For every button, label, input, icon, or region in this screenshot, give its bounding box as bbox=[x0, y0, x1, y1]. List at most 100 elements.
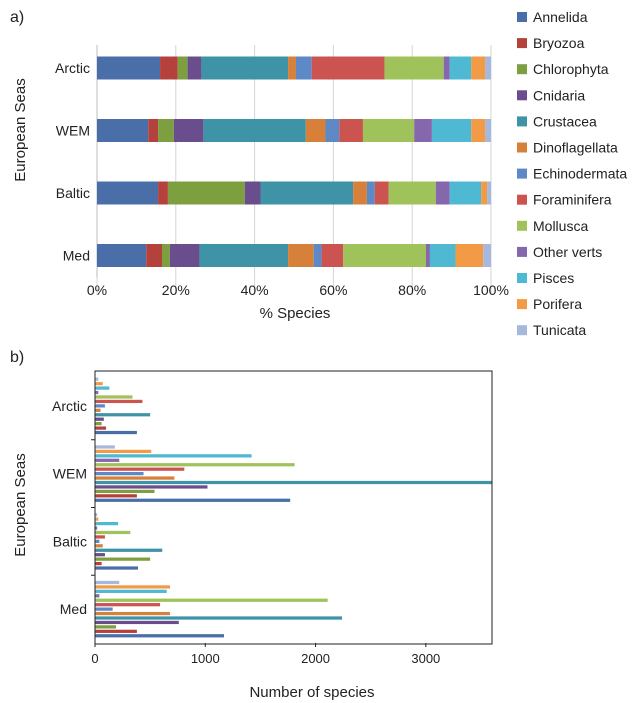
panel-a-x-tick-label: 20% bbox=[162, 282, 190, 298]
panel-a-bar-baltic-echinodermata bbox=[366, 181, 375, 205]
panel-b-x-tick-label: 2000 bbox=[301, 651, 330, 666]
panel-a-bar-wem-chlorophyta bbox=[158, 119, 174, 142]
panel-b-bar-med-bryozoa bbox=[95, 629, 137, 633]
panel-a-bar-arctic-bryozoa bbox=[160, 56, 178, 80]
panel-a-bar-med-chlorophyta bbox=[162, 244, 170, 267]
legend-label-other-verts: Other verts bbox=[533, 244, 602, 260]
panel-b-y-axis-title: European Seas bbox=[12, 453, 29, 556]
panel-b-bar-baltic-bryozoa bbox=[95, 561, 102, 566]
panel-a-bar-med-echinodermata bbox=[313, 244, 322, 267]
panel-a-bar-med-porifera bbox=[455, 244, 484, 267]
panel-a-category-label: Baltic bbox=[56, 185, 90, 201]
panel-a-bar-wem-foraminifera bbox=[339, 119, 363, 142]
panel-b-bar-baltic-mollusca bbox=[95, 530, 131, 535]
panel-a-bar-baltic-other-verts bbox=[435, 181, 450, 205]
panel-b-bar-wem-annelida bbox=[95, 498, 291, 502]
panel-b-bar-med-dinoflagellata bbox=[95, 611, 170, 616]
panel-b-bar-arctic-porifera bbox=[95, 382, 103, 386]
panel-b-bar-baltic-other-verts bbox=[95, 526, 98, 530]
legend-swatch-tunicata bbox=[517, 325, 527, 336]
panel-b-bar-wem-echinodermata bbox=[95, 472, 144, 476]
legend-label-chlorophyta: Chlorophyta bbox=[533, 61, 609, 77]
panel-a-bar-wem-dinoflagellata bbox=[305, 119, 326, 142]
panel-b-category-label: Baltic bbox=[53, 533, 87, 549]
legend-label-annelida: Annelida bbox=[533, 9, 588, 25]
legend-label-foraminifera: Foraminifera bbox=[533, 192, 612, 208]
panel-a-x-tick-label: 100% bbox=[473, 282, 509, 298]
panel-b: b) European Seas Number of species 0 1000… bbox=[10, 349, 493, 701]
panel-a-bar-baltic-chlorophyta bbox=[167, 181, 245, 205]
panel-b-category-label: Med bbox=[60, 601, 87, 617]
panel-a-x-tick-label: 80% bbox=[398, 282, 426, 298]
panel-b-bar-wem-other-verts bbox=[95, 458, 120, 462]
panel-a-bar-arctic-porifera bbox=[471, 56, 486, 80]
panel-a-category-label: Med bbox=[63, 248, 90, 264]
panel-a-bar-wem-tunicata bbox=[485, 119, 491, 142]
panel-b-categories: Arctic WEM Baltic Med bbox=[52, 398, 95, 617]
panel-a-bar-baltic-bryozoa bbox=[158, 181, 168, 205]
panel-b-bar-wem-mollusca bbox=[95, 463, 295, 467]
panel-a-bar-med-bryozoa bbox=[146, 244, 163, 267]
panel-a-bar-arctic-tunicata bbox=[485, 56, 491, 80]
panel-a-bar-wem-mollusca bbox=[362, 119, 415, 142]
panel-a-x-tick-label: 0% bbox=[87, 282, 107, 298]
panel-a-bar-wem-echinodermata bbox=[325, 119, 340, 142]
panel-b-bar-baltic-foraminifera bbox=[95, 535, 105, 539]
panel-a-bar-arctic-cnidaria bbox=[187, 56, 202, 80]
panel-a-bar-wem-annelida bbox=[97, 119, 149, 142]
panel-a-bar-baltic-mollusca bbox=[388, 181, 436, 205]
legend-label-crustacea: Crustacea bbox=[533, 113, 597, 129]
panel-b-bar-wem-dinoflagellata bbox=[95, 476, 175, 480]
panel-b-x-tick-label: 0 bbox=[91, 651, 98, 666]
panel-a-bar-wem-bryozoa bbox=[148, 119, 159, 142]
panel-b-bar-arctic-dinoflagellata bbox=[95, 408, 101, 412]
panel-a-x-ticks: 0% 20% 40% 60% 80% 100% bbox=[87, 282, 509, 298]
panel-a-categories: Arctic WEM Baltic Med bbox=[55, 60, 90, 264]
panel-b-bar-wem-porifera bbox=[95, 449, 152, 454]
panel-b-bar-med-annelida bbox=[95, 634, 225, 638]
legend-label-pisces: Pisces bbox=[533, 270, 574, 286]
legend-label-dinoflagellata: Dinoflagellata bbox=[533, 140, 618, 156]
panel-b-bar-wem-pisces bbox=[95, 454, 252, 458]
legend-label-bryozoa: Bryozoa bbox=[533, 35, 585, 51]
panel-b-bar-baltic-chlorophyta bbox=[95, 557, 151, 561]
panel-b-bar-baltic-crustacea bbox=[95, 548, 163, 552]
panel-a-bar-wem-crustacea bbox=[203, 119, 306, 142]
legend-label-tunicata: Tunicata bbox=[533, 322, 586, 338]
panel-a-x-axis-title: % Species bbox=[260, 305, 331, 322]
panel-b-bar-arctic-cnidaria bbox=[95, 417, 104, 421]
panel-b-bar-wem-chlorophyta bbox=[95, 489, 155, 494]
panel-b-bar-baltic-tunicata bbox=[95, 513, 98, 517]
panel-b-bar-baltic-cnidaria bbox=[95, 553, 105, 557]
panel-a-bar-arctic-dinoflagellata bbox=[288, 56, 296, 80]
panel-a-bar-baltic-tunicata bbox=[487, 181, 491, 205]
panel-a-x-tick-label: 40% bbox=[241, 282, 269, 298]
legend-swatch-cnidaria bbox=[517, 90, 527, 101]
legend-label-cnidaria: Cnidaria bbox=[533, 87, 585, 103]
panel-b-bar-med-tunicata bbox=[95, 580, 120, 585]
panel-a-bar-wem-porifera bbox=[471, 119, 486, 142]
legend-swatch-crustacea bbox=[517, 116, 527, 127]
legend-swatch-echinodermata bbox=[517, 168, 527, 179]
legend-swatch-chlorophyta bbox=[517, 64, 527, 75]
panel-a-bar-arctic-chlorophyta bbox=[177, 56, 188, 80]
panel-b-bars bbox=[95, 377, 492, 638]
panel-b-bar-arctic-other-verts bbox=[95, 390, 99, 395]
panel-b-label: b) bbox=[10, 349, 24, 366]
panel-b-bar-arctic-bryozoa bbox=[95, 426, 107, 430]
panel-b-bar-med-porifera bbox=[95, 585, 170, 589]
panel-a-label: a) bbox=[10, 9, 24, 26]
panel-a-bar-baltic-porifera bbox=[481, 181, 488, 205]
legend-swatch-porifera bbox=[517, 299, 527, 310]
panel-b-bar-med-pisces bbox=[95, 589, 167, 593]
panel-b-x-ticks: 0 1000 2000 3000 bbox=[91, 643, 440, 666]
panel-a-bar-med-mollusca bbox=[343, 244, 426, 267]
panel-a-bar-med-annelida bbox=[97, 244, 147, 267]
panel-a-bar-baltic-foraminifera bbox=[374, 181, 389, 205]
panel-a-bar-arctic-other-verts bbox=[443, 56, 450, 80]
panel-a-bar-med-cnidaria bbox=[169, 244, 200, 267]
panel-a-bar-med-crustacea bbox=[199, 244, 289, 267]
panel-a-bar-arctic-pisces bbox=[449, 56, 472, 80]
panel-b-bar-arctic-mollusca bbox=[95, 395, 133, 399]
